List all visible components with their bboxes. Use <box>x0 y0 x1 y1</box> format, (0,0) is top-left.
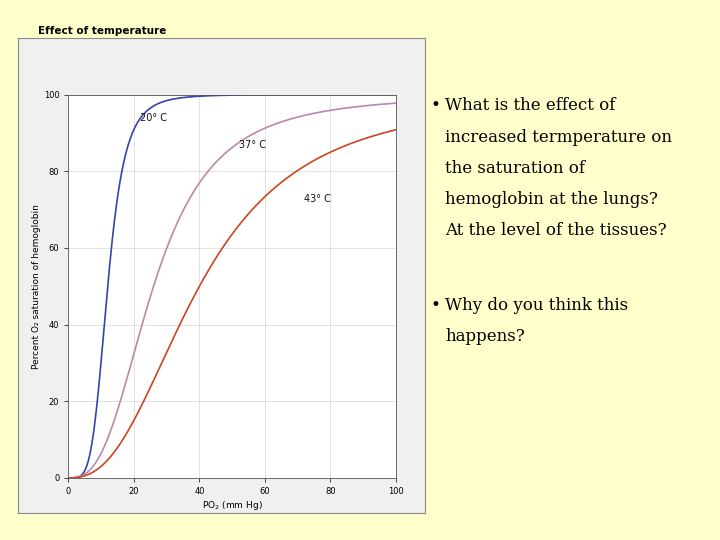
Text: 37° C: 37° C <box>239 140 266 150</box>
Text: •: • <box>431 297 441 314</box>
Text: 43° C: 43° C <box>305 194 331 204</box>
Text: increased termperature on: increased termperature on <box>445 129 672 145</box>
Text: At the level of the tissues?: At the level of the tissues? <box>445 222 667 239</box>
Text: •: • <box>431 97 441 114</box>
Text: Effect of temperature: Effect of temperature <box>38 25 167 36</box>
Text: the saturation of: the saturation of <box>445 160 585 177</box>
Text: 20° C: 20° C <box>140 113 168 123</box>
X-axis label: P$\mathregular{O_2}$ (mm Hg): P$\mathregular{O_2}$ (mm Hg) <box>202 499 263 512</box>
Text: hemoglobin at the lungs?: hemoglobin at the lungs? <box>445 191 658 208</box>
Text: What is the effect of: What is the effect of <box>445 97 616 114</box>
Text: happens?: happens? <box>445 328 525 345</box>
Text: Why do you think this: Why do you think this <box>445 297 628 314</box>
Y-axis label: Percent O₂ saturation of hemoglobin: Percent O₂ saturation of hemoglobin <box>32 204 41 369</box>
